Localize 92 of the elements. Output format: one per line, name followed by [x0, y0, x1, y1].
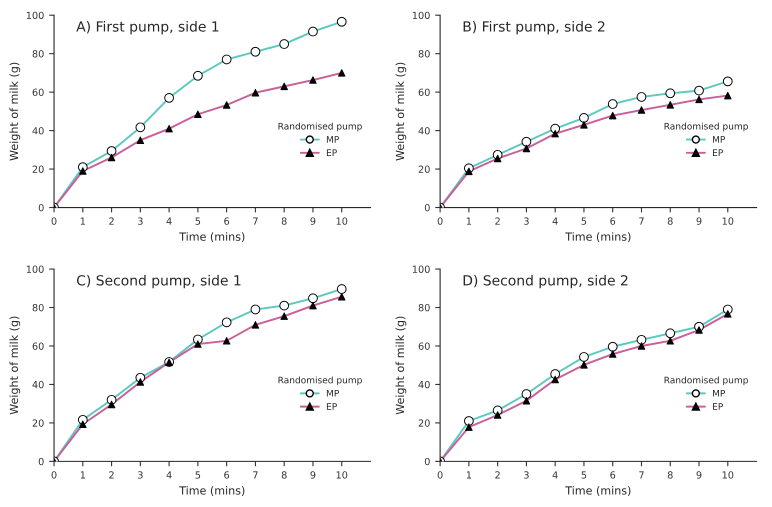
x-tick-label: 1: [466, 471, 472, 478]
chart-title: D) Second pump, side 2: [464, 274, 628, 288]
y-tick-label: 40: [418, 127, 430, 134]
x-tick-label: 5: [196, 471, 200, 479]
legend-label: MP: [712, 136, 726, 143]
legend-label: EP: [712, 149, 723, 156]
x-tick-label: 4: [552, 471, 558, 478]
x-tick-label: 4: [166, 218, 172, 225]
x-tick-label: 5: [196, 218, 200, 225]
x-tick-label: 10: [336, 217, 348, 225]
x-tick-label: 1: [80, 471, 86, 478]
x-axis-title: Time (mins): [179, 486, 244, 496]
x-tick-label: 7: [639, 471, 644, 478]
y-tick-label: 20: [32, 419, 44, 427]
x-axis-title: Time (mins): [179, 232, 244, 242]
x-tick-label: 7: [253, 218, 258, 225]
x-tick-label: 4: [166, 471, 172, 478]
legend-title: Randomised pump: [278, 376, 362, 386]
chart-title: C) Second pump, side 1: [76, 274, 240, 288]
x-axis-title: Time (mins): [565, 232, 630, 242]
y-tick-label: 0: [424, 204, 430, 212]
y-axis-title: Weight of milk (g): [396, 316, 406, 414]
x-tick-label: 4: [552, 218, 558, 225]
x-tick-label: 0: [52, 217, 56, 225]
x-tick-label: 6: [610, 471, 616, 479]
y-axis-title: Weight of milk (g): [9, 62, 20, 161]
x-tick-label: 6: [224, 471, 230, 479]
x-tick-label: 8: [668, 217, 673, 225]
y-tick-label: 20: [418, 166, 430, 173]
legend-title: Randomised pump: [664, 122, 748, 132]
y-tick-label: 60: [418, 342, 430, 350]
x-tick-label: 0: [438, 217, 443, 225]
x-tick-label: 0: [52, 471, 56, 479]
y-tick-label: 0: [424, 458, 430, 466]
x-tick-label: 2: [495, 217, 500, 225]
x-tick-label: 3: [138, 217, 143, 225]
x-tick-label: 9: [696, 217, 702, 225]
x-axis-title: Time (mins): [565, 486, 630, 496]
x-tick-label: 10: [722, 471, 734, 479]
x-tick-label: 6: [224, 217, 230, 225]
legend-label: MP: [712, 390, 726, 397]
y-tick-label: 60: [32, 88, 44, 96]
legend-title: Randomised pump: [664, 376, 748, 386]
y-tick-label: 80: [32, 50, 44, 58]
y-axis-title: Weight of milk (g): [396, 62, 406, 161]
y-tick-label: 60: [418, 88, 430, 96]
y-tick-label: 40: [32, 127, 44, 134]
legend-label: EP: [712, 403, 723, 410]
chart-title: B) First pump, side 2: [464, 20, 604, 34]
y-tick-label: 80: [418, 50, 430, 58]
y-tick-label: 60: [32, 342, 44, 350]
y-tick-label: 20: [418, 419, 430, 427]
legend-label: MP: [326, 390, 339, 397]
x-tick-label: 9: [310, 471, 316, 479]
x-tick-label: 8: [282, 217, 287, 225]
y-tick-label: 100: [26, 12, 44, 20]
y-tick-label: 100: [412, 12, 430, 20]
x-tick-label: 2: [109, 217, 114, 225]
y-tick-label: 80: [418, 304, 430, 312]
chart-title: A) First pump, side 1: [76, 20, 218, 34]
x-tick-label: 3: [524, 471, 529, 479]
x-tick-label: 1: [466, 218, 472, 225]
y-tick-label: 100: [412, 266, 430, 273]
x-tick-label: 6: [610, 217, 616, 225]
y-tick-label: 100: [26, 266, 44, 273]
legend-label: MP: [326, 136, 339, 143]
x-tick-label: 9: [310, 217, 316, 225]
y-tick-label: 0: [38, 204, 44, 212]
x-tick-label: 3: [524, 217, 529, 225]
y-axis-title: Weight of milk (g): [9, 316, 20, 414]
x-tick-label: 5: [582, 218, 586, 225]
y-tick-label: 20: [32, 166, 44, 173]
x-tick-label: 9: [696, 471, 702, 479]
y-tick-label: 80: [32, 304, 44, 312]
x-tick-label: 2: [495, 471, 500, 478]
x-tick-label: 2: [109, 471, 114, 478]
x-tick-label: 8: [282, 471, 287, 479]
legend-title: Randomised pump: [278, 122, 362, 132]
x-tick-label: 10: [722, 217, 734, 225]
x-tick-label: 1: [80, 218, 86, 225]
y-tick-label: 0: [38, 458, 44, 466]
x-tick-label: 8: [668, 471, 673, 479]
x-tick-label: 5: [582, 471, 586, 479]
x-tick-label: 0: [438, 471, 443, 479]
x-tick-label: 7: [253, 471, 258, 478]
x-tick-label: 7: [639, 218, 644, 225]
x-tick-label: 10: [336, 471, 348, 479]
legend-label: EP: [326, 403, 337, 410]
legend-label: EP: [326, 149, 337, 156]
x-tick-label: 3: [138, 471, 143, 479]
y-tick-label: 40: [32, 380, 44, 388]
y-tick-label: 40: [418, 380, 430, 388]
